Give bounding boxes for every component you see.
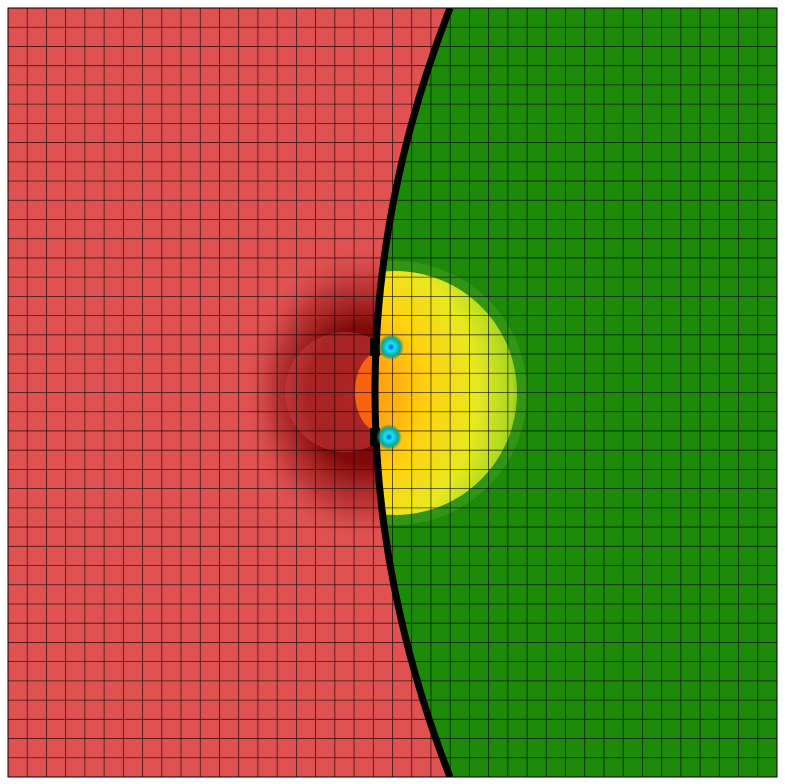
vortex (376, 424, 402, 450)
notch (370, 428, 380, 446)
interface (371, 8, 454, 777)
bubble-core (375, 271, 517, 515)
mesh (8, 8, 777, 777)
field (8, 8, 777, 777)
bubble (375, 261, 527, 525)
frame (7, 7, 778, 778)
notch (370, 338, 380, 356)
vortex (378, 334, 404, 360)
